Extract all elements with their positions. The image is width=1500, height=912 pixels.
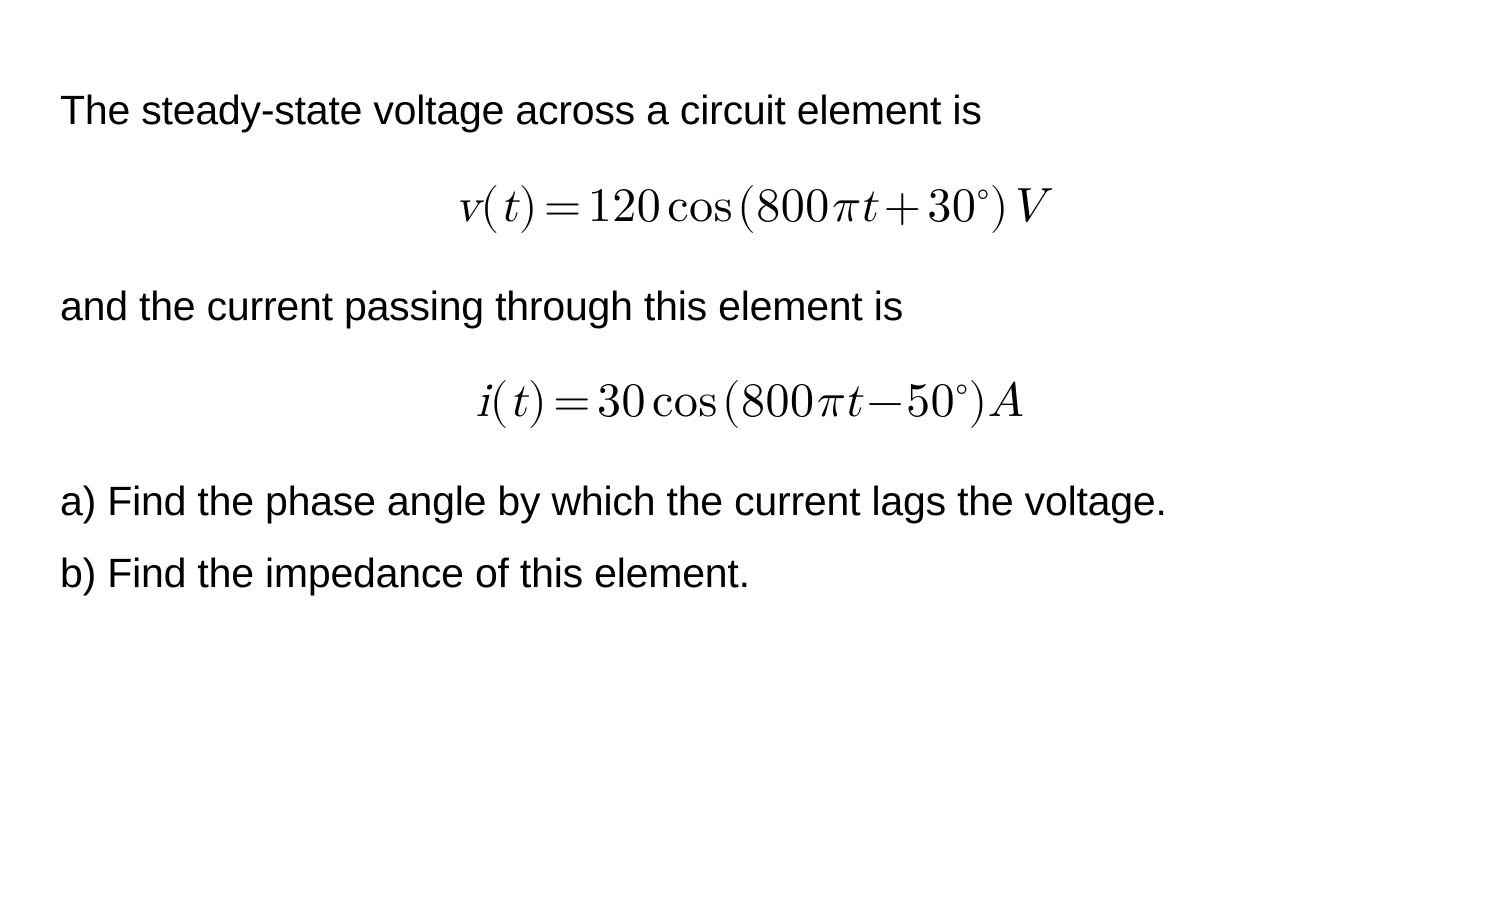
i-phase-deg: 50 (906, 378, 955, 426)
v-lparen1: ( (480, 183, 499, 231)
v-deg-sym: ∘ (976, 178, 989, 209)
v-lhs-arg: t (500, 183, 519, 231)
question-a: a) Find the phase angle by which the cur… (60, 471, 1440, 533)
v-lparen2: ( (737, 183, 756, 231)
i-lhs-var: i (476, 378, 490, 426)
i-lparen1: ( (490, 378, 509, 426)
v-phase-deg: 30 (927, 183, 976, 231)
v-amplitude: 120 (588, 183, 662, 231)
i-func: cos (646, 378, 722, 426)
voltage-equation: v(t)=120cos(800πt+30∘)V (455, 183, 1046, 231)
voltage-equation-row: v(t)=120cos(800πt+30∘)V (60, 177, 1440, 236)
i-omega-coeff: 800 (741, 378, 815, 426)
questions-block: a) Find the phase angle by which the cur… (60, 471, 1440, 604)
i-phase-sign: − (862, 378, 906, 426)
intro-voltage-text: The steady-state voltage across a circui… (60, 80, 1440, 142)
intro-current-text: and the current passing through this ele… (60, 276, 1440, 338)
current-equation-row: i(t)=30cos(800πt−50∘)A (60, 372, 1440, 431)
v-equals: = (538, 183, 588, 231)
i-pi: π (814, 378, 843, 426)
i-lparen2: ( (722, 378, 741, 426)
i-rparen1: ) (528, 378, 547, 426)
v-phase-sign: + (878, 183, 928, 231)
v-t: t (858, 183, 877, 231)
current-equation: i(t)=30cos(800πt−50∘)A (476, 378, 1025, 426)
problem-page: The steady-state voltage across a circui… (0, 0, 1500, 912)
i-unit: A (988, 378, 1025, 426)
v-rparen2: ) (990, 183, 1009, 231)
i-rparen2: ) (969, 378, 988, 426)
v-func: cos (661, 183, 737, 231)
v-rparen1: ) (519, 183, 538, 231)
v-omega-coeff: 800 (756, 183, 830, 231)
i-amplitude: 30 (597, 378, 646, 426)
i-equals: = (547, 378, 597, 426)
i-t: t (843, 378, 862, 426)
v-pi: π (830, 183, 859, 231)
v-unit: V (1009, 183, 1046, 231)
i-deg-sym: ∘ (955, 373, 968, 404)
question-b: b) Find the impedance of this element. (60, 543, 1440, 605)
v-lhs-var: v (455, 183, 481, 231)
i-lhs-arg: t (509, 378, 528, 426)
